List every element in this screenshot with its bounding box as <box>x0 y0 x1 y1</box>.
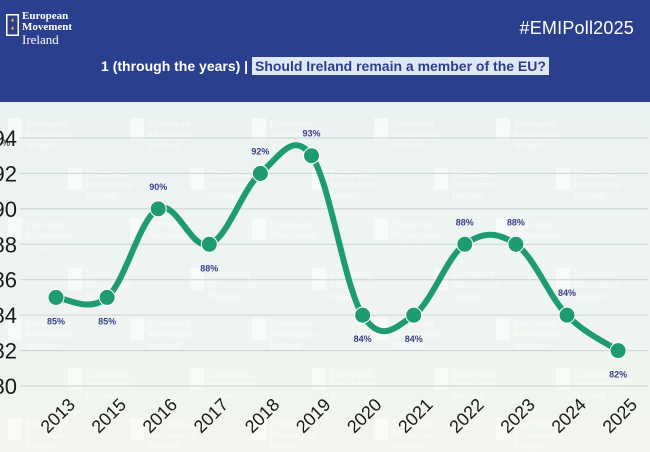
poll-hashtag: #EMIPoll2025 <box>519 18 634 38</box>
series-line <box>53 142 622 354</box>
data-point <box>354 306 372 324</box>
x-tick-label: 2013 <box>37 395 79 437</box>
emi-logo: ★ ★ European Movement Ireland <box>6 8 86 48</box>
data-point <box>47 288 65 306</box>
data-label: 90% <box>149 182 167 192</box>
y-tick-label: 94 <box>0 126 17 151</box>
data-label: 84% <box>558 288 576 298</box>
x-tick-label: 2023 <box>496 395 538 437</box>
y-tick-label: 86 <box>0 268 17 293</box>
y-axis-unit: % <box>2 138 10 148</box>
chart-title: 1 (through the years) | Should Ireland r… <box>0 57 650 75</box>
data-point <box>149 200 167 218</box>
x-tick-label: 2021 <box>394 395 436 437</box>
data-label: 85% <box>98 316 116 326</box>
data-point <box>303 147 320 165</box>
x-tick-label: 2019 <box>292 395 334 437</box>
logo-text-ireland: Ireland <box>22 32 59 47</box>
x-tick-label: 2017 <box>190 395 232 437</box>
y-tick-label: 88 <box>0 232 17 257</box>
data-label: 93% <box>302 129 320 139</box>
svg-text:★: ★ <box>10 26 15 32</box>
data-point <box>456 235 474 253</box>
data-point <box>609 342 627 360</box>
data-label: 88% <box>200 263 218 273</box>
data-label: 88% <box>507 217 525 227</box>
data-point <box>558 306 576 324</box>
grid-lines <box>20 137 648 387</box>
x-tick-label: 2024 <box>548 395 590 437</box>
data-labels: 85% 85% 90% 88% 92% 93% 84% 84% 88% 88% 84% 82% <box>47 129 627 380</box>
data-label: 92% <box>251 146 269 156</box>
y-tick-label: 84 <box>0 303 17 328</box>
y-tick-label: 82 <box>0 339 17 364</box>
logo-text-movement: Movement <box>22 21 73 33</box>
data-point <box>200 235 218 253</box>
data-label: 85% <box>47 316 65 326</box>
logo-text-european: European <box>22 10 69 22</box>
line-chart: 8082848688909294% 2013201520162017201820… <box>0 126 648 437</box>
x-tick-label: 2025 <box>599 395 641 437</box>
y-tick-label: 92 <box>0 161 17 186</box>
y-tick-label: 90 <box>0 197 17 222</box>
y-tick-label: 80 <box>0 374 17 399</box>
data-label: 82% <box>609 370 627 380</box>
x-tick-label: 2020 <box>343 395 385 437</box>
data-point <box>507 235 525 253</box>
x-tick-label: 2015 <box>88 395 130 437</box>
data-point <box>98 288 116 306</box>
data-label: 84% <box>405 334 423 344</box>
chart-title-question: Should Ireland remain a member of the EU… <box>251 57 549 75</box>
data-points <box>47 147 627 360</box>
header-banner: ★ ★ European Movement Ireland #EMIPoll20… <box>0 0 650 102</box>
svg-text:★: ★ <box>10 18 15 24</box>
chart-title-prefix: 1 (through the years) | <box>101 58 252 74</box>
x-axis: 2013 2015 2016 2017 2018 2019 2020 2021 2022 2023… <box>37 395 642 437</box>
data-label: 88% <box>456 217 474 227</box>
x-tick-label: 2018 <box>241 395 283 437</box>
data-label: 84% <box>354 334 372 344</box>
x-tick-label: 2016 <box>139 395 181 437</box>
x-tick-label: 2022 <box>445 395 487 437</box>
y-axis: 80 82 84 86 88 90 92 94% <box>0 126 17 399</box>
eu-flag-icon: ★ ★ <box>6 14 19 36</box>
data-point <box>405 306 423 324</box>
data-point <box>251 164 269 182</box>
